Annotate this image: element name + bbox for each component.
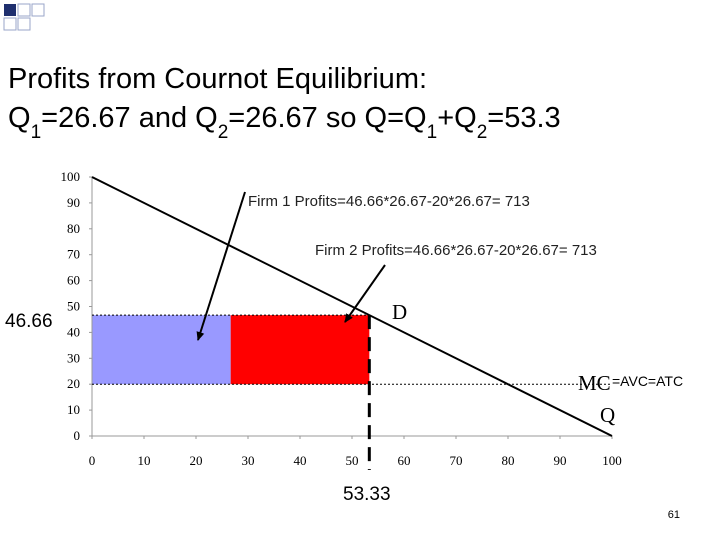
y-tick-label: 0 xyxy=(74,428,81,443)
subscript: 2 xyxy=(218,122,229,143)
title-text: =26.67 and Q xyxy=(41,102,218,134)
title-text: +Q xyxy=(437,102,477,134)
plot: 0 10 20 30 40 50 60 70 80 90 100 0 10 20 30 40 50 60 70 80 9… xyxy=(5,169,683,505)
x-tick-label: 100 xyxy=(602,453,622,468)
series-line xyxy=(91,176,613,437)
demand-label: D xyxy=(392,300,407,324)
x-tick-label: 50 xyxy=(346,453,359,468)
price-label: 46.66 xyxy=(5,311,53,332)
x-tick-label: 90 xyxy=(554,453,567,468)
title-text: =26.67 so Q=Q xyxy=(228,102,426,134)
x-tick-label: 60 xyxy=(398,453,411,468)
y-tick-label: 100 xyxy=(61,169,81,184)
y-tick-label: 90 xyxy=(67,195,80,210)
subscript: 1 xyxy=(427,122,438,143)
page-number: 61 xyxy=(668,509,680,521)
y-tick-label: 10 xyxy=(67,402,80,417)
corner-decoration xyxy=(3,3,45,31)
y-tick-label: 30 xyxy=(67,350,80,365)
annotation: Firm 1 Profits=46.66*26.67-20*26.67= 713 xyxy=(248,193,530,210)
x-tick-label: 80 xyxy=(502,453,515,468)
mc-note: =AVC=ATC xyxy=(612,373,683,389)
slide-title: Profits from Cournot Equilibrium: xyxy=(8,63,427,95)
annotation: Firm 2 Profits=46.66*26.67-20*26.67= 713 xyxy=(315,242,597,259)
subscript: 2 xyxy=(477,122,488,143)
y-tick-label: 80 xyxy=(67,221,80,236)
profit-area xyxy=(230,315,370,385)
title-text: =53.3 xyxy=(487,102,560,134)
y-tick-label: 70 xyxy=(67,247,80,262)
x-axis-label: Q xyxy=(600,403,615,427)
y-tick-label: 20 xyxy=(67,376,80,391)
y-tick-label: 50 xyxy=(67,299,80,314)
x-tick-label: 30 xyxy=(242,453,255,468)
x-tick-label: 0 xyxy=(89,453,96,468)
title-text: Q xyxy=(8,102,31,134)
quantity-label: 53.33 xyxy=(343,484,391,505)
mc-label: MC xyxy=(578,371,611,395)
y-tick-label: 60 xyxy=(67,273,80,288)
slide-title-line2: Q1=26.67 and Q2=26.67 so Q=Q1+Q2=53.3 xyxy=(8,102,561,143)
x-tick-label: 40 xyxy=(294,453,307,468)
subscript: 1 xyxy=(31,122,42,143)
x-tick-label: 10 xyxy=(138,453,151,468)
x-tick-label: 70 xyxy=(450,453,463,468)
profit-area xyxy=(92,315,231,385)
x-tick-label: 20 xyxy=(190,453,203,468)
y-tick-label: 40 xyxy=(67,324,80,339)
arrow xyxy=(196,191,246,341)
arrow xyxy=(344,264,386,323)
